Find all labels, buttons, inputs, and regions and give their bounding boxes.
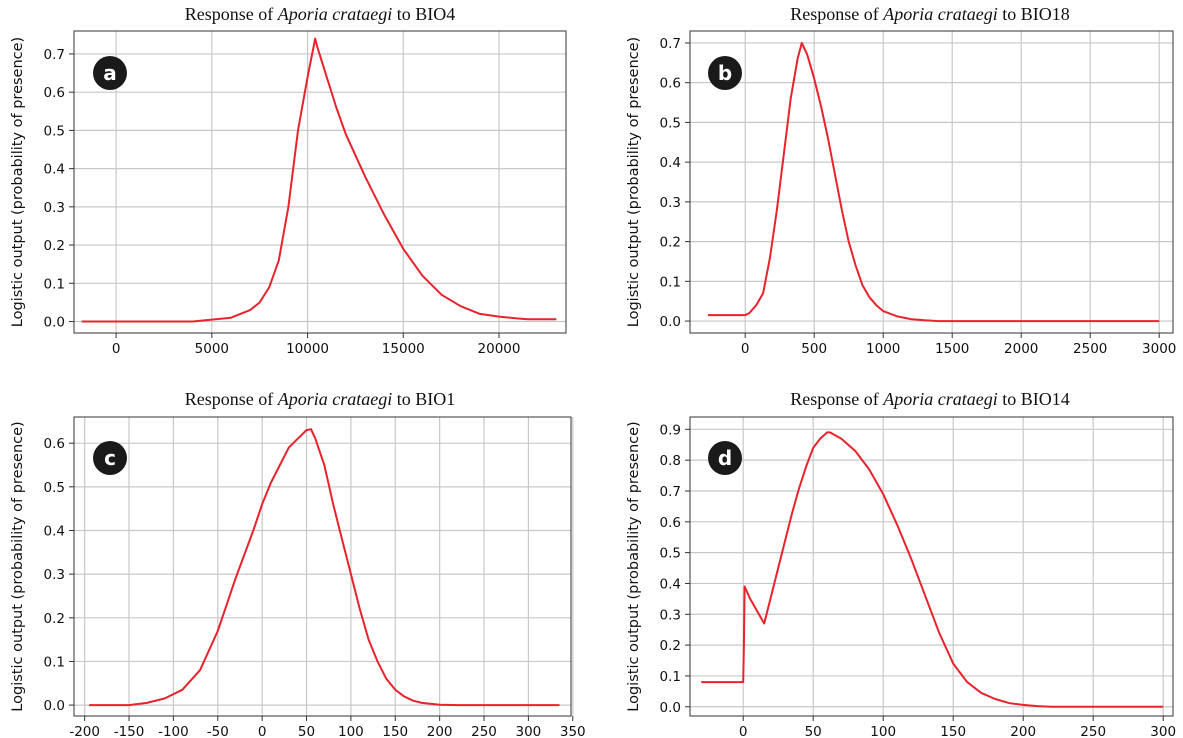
x-tick-label: 1500 [935, 341, 969, 357]
response-curve-c [89, 428, 560, 707]
plot-frame [73, 30, 567, 334]
chart-panel-a: 0 5000 10000 15000 20000 0.0 0.1 0.2 0.3 0.4 0.5 0.… [10, 4, 567, 357]
y-tick-label: 0.0 [44, 315, 65, 331]
y-axis-label: Logistic output (probability of presence… [10, 37, 26, 327]
x-tick-label: 150 [940, 724, 966, 738]
y-tick-label: 0.7 [660, 484, 681, 500]
x-tick-label: 0 [739, 724, 748, 738]
y-axis-label: Logistic output (probability of presence… [626, 37, 642, 327]
chart-title: Response of Aporia crataegi to BIO18 [790, 4, 1070, 24]
x-tick-label: 500 [801, 341, 827, 357]
chart-panel-b: 0 500 1000 1500 2000 2500 3000 0.0 0.1 0.2 0.3 0.4 0… [626, 4, 1176, 357]
x-tick-label: 2000 [1004, 341, 1038, 357]
x-tick-label: 5000 [195, 341, 229, 357]
y-tick-label: 0.1 [44, 276, 65, 292]
y-tick-label: 0.1 [44, 654, 65, 670]
y-tick-label: 0.3 [660, 607, 681, 623]
x-tick-label: 150 [382, 724, 408, 738]
x-tick-label: -200 [69, 724, 100, 738]
panel-badge [93, 441, 127, 475]
panel-badge-label: d [718, 446, 732, 470]
x-tick-label: 2500 [1073, 341, 1107, 357]
x-tick-label: 100 [338, 724, 364, 738]
y-tick-label: 0.2 [44, 238, 65, 254]
x-tick-label: -100 [158, 724, 189, 738]
x-tick-label: 3000 [1142, 341, 1176, 357]
x-tick-label: 50 [805, 724, 822, 738]
y-tick-label: 0.9 [660, 422, 681, 438]
plot-frame [73, 416, 572, 717]
panel-badge [708, 441, 742, 475]
response-curve-d [701, 431, 1164, 708]
y-tick-label: 0.5 [44, 123, 65, 139]
response-curve-b [707, 41, 1160, 323]
y-tick-label: 0.1 [660, 274, 681, 290]
y-tick-label: 0.6 [44, 85, 65, 101]
x-tick-label: 0 [112, 341, 121, 357]
y-tick-label: 0.4 [44, 162, 65, 178]
chart-title: Response of Aporia crataegi to BIO1 [185, 389, 456, 409]
chart-title: Response of Aporia crataegi to BIO4 [185, 4, 456, 24]
panel-badge [708, 56, 742, 90]
y-tick-label: 0.1 [660, 669, 681, 685]
x-tick-label: 200 [1010, 724, 1036, 738]
y-tick-label: 0.0 [660, 314, 681, 330]
y-tick-label: 0.5 [660, 546, 681, 562]
plot-frame [689, 416, 1174, 717]
y-tick-label: 0.2 [660, 235, 681, 251]
x-tick-label: 100 [870, 724, 896, 738]
x-tick-label: 350 [560, 724, 586, 738]
y-tick-label: 0.8 [660, 453, 681, 469]
x-tick-label: 15000 [382, 341, 425, 357]
x-tick-label: 250 [1080, 724, 1106, 738]
plot-frame [689, 30, 1174, 334]
panel-badge-label: a [103, 61, 117, 85]
y-tick-label: 0.3 [660, 195, 681, 211]
y-tick-label: 0.4 [660, 155, 681, 171]
y-tick-label: 0.3 [44, 567, 65, 583]
x-tick-label: 0 [741, 341, 750, 357]
chart-panel-d: 0 50 100 150 200 250 300 0.0 0.1 0.2 0.3 0.4 0.5 0.6 0… [626, 389, 1176, 738]
panel-badge-label: c [104, 446, 116, 470]
y-tick-label: 0.4 [44, 523, 65, 539]
y-tick-label: 0.7 [660, 36, 681, 52]
y-tick-label: 0.2 [44, 611, 65, 627]
y-tick-label: 0.6 [660, 76, 681, 92]
y-tick-label: 0.7 [44, 47, 65, 63]
x-tick-label: 0 [258, 724, 267, 738]
x-tick-label: 50 [298, 724, 315, 738]
x-tick-label: 1000 [866, 341, 900, 357]
y-axis-label: Logistic output (probability of presence… [10, 421, 26, 711]
y-tick-label: 0.6 [44, 436, 65, 452]
x-tick-label: -50 [207, 724, 229, 738]
y-tick-label: 0.5 [44, 480, 65, 496]
x-tick-label: 250 [471, 724, 497, 738]
panel-badge-label: b [718, 61, 732, 85]
y-tick-label: 0.6 [660, 515, 681, 531]
y-tick-label: 0.5 [660, 115, 681, 131]
chart-title: Response of Aporia crataegi to BIO14 [790, 389, 1070, 409]
x-tick-label: -150 [114, 724, 145, 738]
panel-badge [93, 56, 127, 90]
x-tick-label: 300 [516, 724, 542, 738]
y-tick-label: 0.2 [660, 638, 681, 654]
response-curve-a [81, 37, 557, 323]
chart-panel-c: -200 -150 -100 -50 0 50 100 150 200 250 300 350 0.0 0… [10, 389, 586, 738]
x-tick-label: 300 [1150, 724, 1176, 738]
x-tick-label: 200 [427, 724, 453, 738]
x-tick-label: 10000 [286, 341, 329, 357]
y-tick-label: 0.0 [660, 700, 681, 716]
y-tick-label: 0.4 [660, 576, 681, 592]
y-tick-label: 0.3 [44, 200, 65, 216]
x-tick-label: 20000 [478, 341, 521, 357]
y-tick-label: 0.0 [44, 698, 65, 714]
y-axis-label: Logistic output (probability of presence… [626, 421, 642, 711]
